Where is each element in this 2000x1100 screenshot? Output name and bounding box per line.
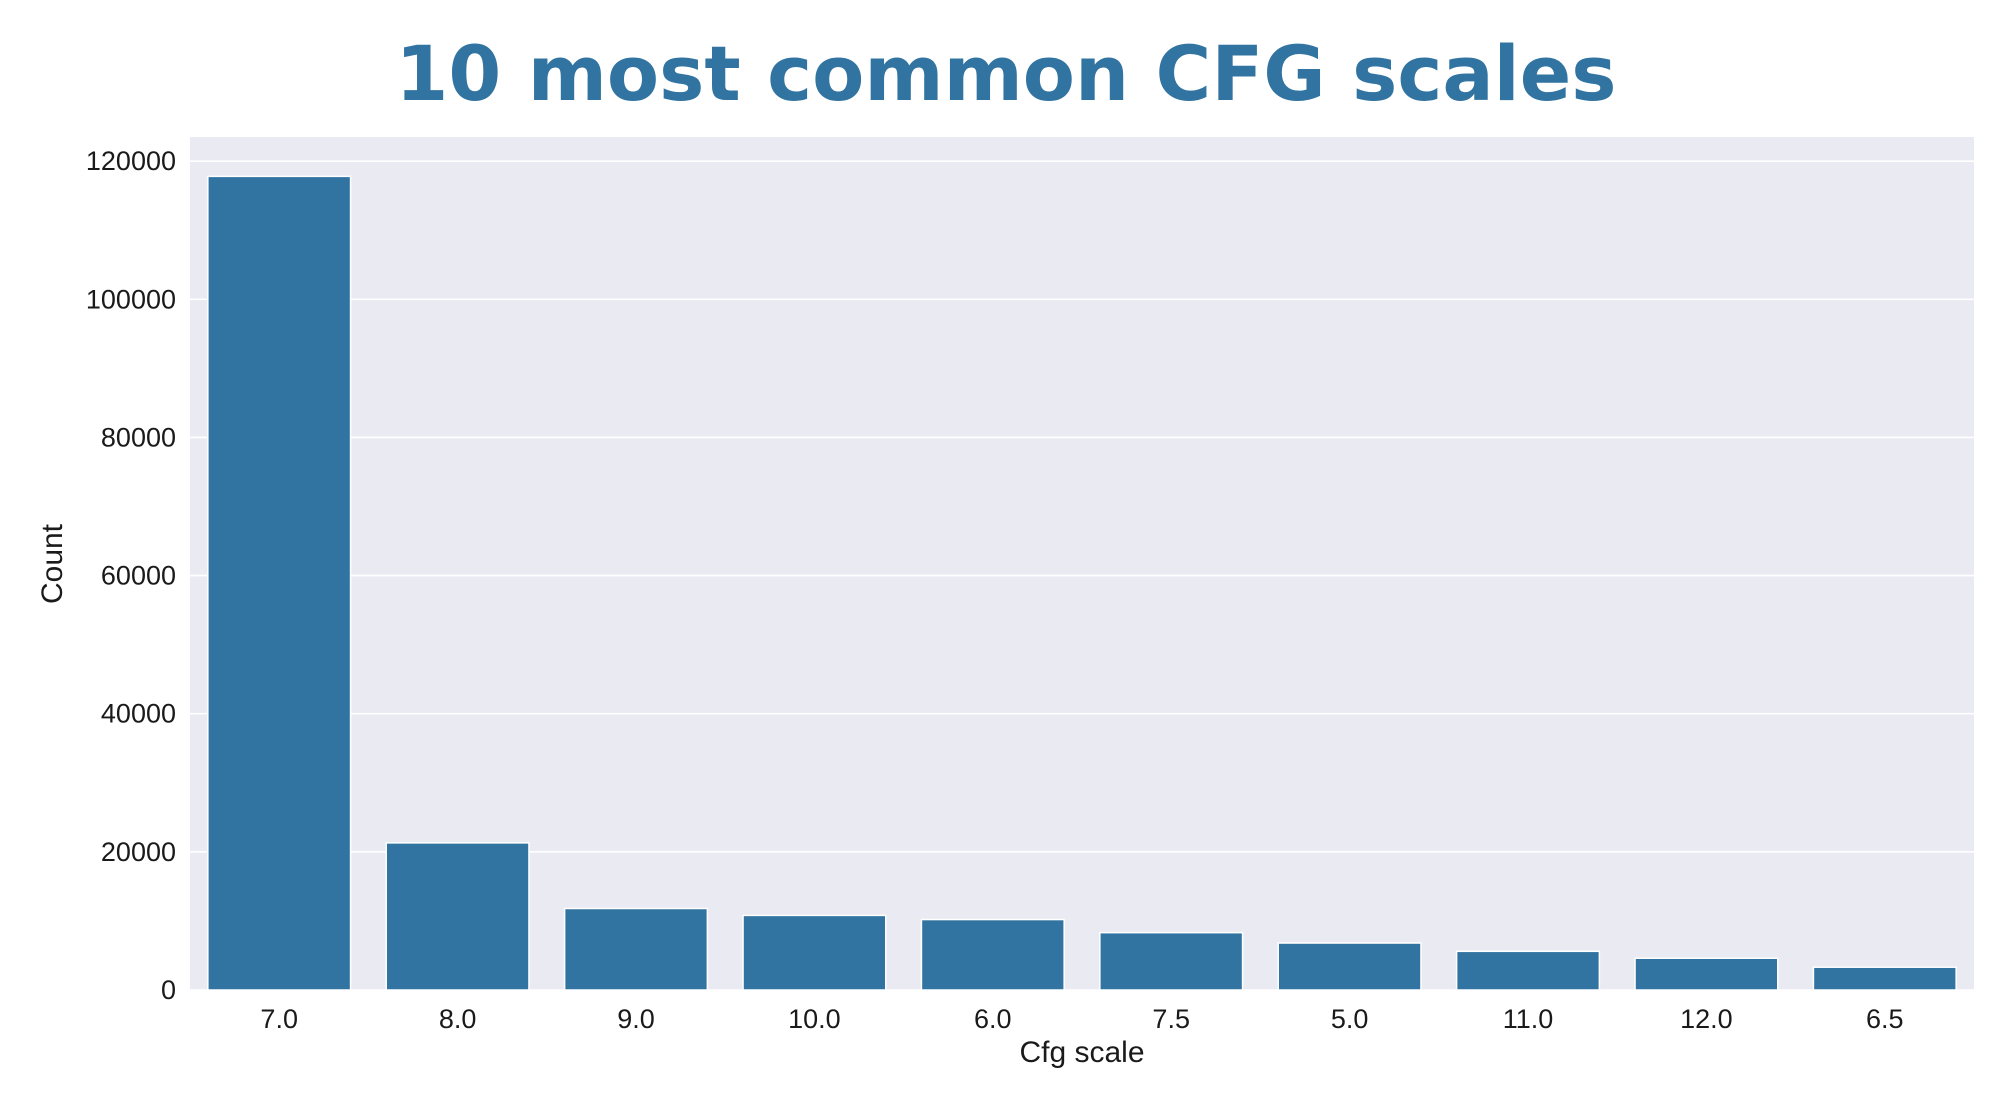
x-tick-label: 5.0 <box>1331 1004 1369 1034</box>
x-tick-label: 10.0 <box>788 1004 841 1034</box>
bar-5.0 <box>1277 942 1422 991</box>
y-tick-label: 0 <box>161 975 176 1005</box>
x-tick-label: 7.0 <box>260 1004 298 1034</box>
x-tick-label: 12.0 <box>1680 1004 1733 1034</box>
x-tick-label: 7.5 <box>1152 1004 1190 1034</box>
x-tick-label: 8.0 <box>439 1004 477 1034</box>
chart-title: 10 most common CFG scales <box>395 29 1616 118</box>
y-tick-label: 120000 <box>86 146 176 176</box>
bars <box>207 175 1957 991</box>
y-tick-label: 80000 <box>101 422 176 452</box>
bar-7.5 <box>1099 931 1244 991</box>
y-tick-label: 60000 <box>101 561 176 591</box>
bar-12.0 <box>1634 957 1779 991</box>
y-axis-label: Count <box>36 523 69 604</box>
bar-6.0 <box>920 918 1065 991</box>
bar-10.0 <box>742 914 887 991</box>
bar-7.0 <box>207 175 352 991</box>
y-tick-labels: 0 20000 40000 60000 80000 100000 120000 <box>86 146 176 1005</box>
y-tick-label: 20000 <box>101 837 176 867</box>
bar-11.0 <box>1455 950 1601 991</box>
bar-6.5 <box>1812 966 1957 991</box>
y-tick-label: 40000 <box>101 699 176 729</box>
bar-9.0 <box>563 907 709 991</box>
x-tick-labels: 7.0 8.0 9.0 10.0 6.0 7.5 5.0 11.0 12.0 6.5 <box>260 1004 1903 1034</box>
x-tick-label: 6.0 <box>974 1004 1012 1034</box>
x-tick-label: 6.5 <box>1866 1004 1904 1034</box>
x-tick-label: 9.0 <box>617 1004 655 1034</box>
bar-8.0 <box>385 842 530 991</box>
x-tick-label: 11.0 <box>1503 1004 1554 1034</box>
y-tick-label: 100000 <box>86 284 176 314</box>
x-axis-label: Cfg scale <box>1019 1036 1144 1069</box>
